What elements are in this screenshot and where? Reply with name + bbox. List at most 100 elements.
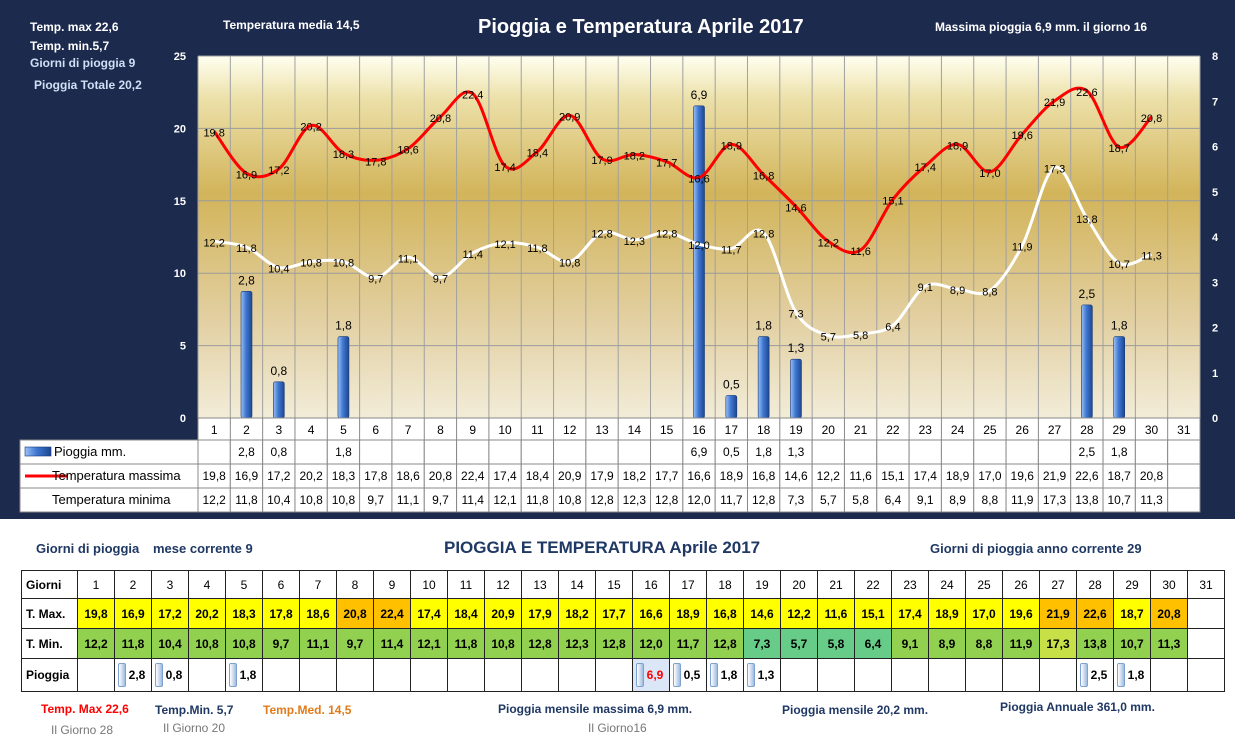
table-value: 19,6 <box>1011 469 1035 483</box>
x-tick-label: 28 <box>1080 423 1094 437</box>
table-value: 12,2 <box>817 469 841 483</box>
table-cell <box>843 439 878 465</box>
table-cell <box>854 658 892 692</box>
table-cell: 2 <box>114 570 152 599</box>
table-cell <box>746 487 781 513</box>
table-cell <box>1070 439 1104 465</box>
rain-bar <box>757 336 770 419</box>
table-cell: 11,1 <box>299 628 337 659</box>
table-cell <box>520 487 555 513</box>
table-value: 12,2 <box>202 493 226 507</box>
tmax-point-label: 17,0 <box>979 168 1000 180</box>
table-cell: 6,4 <box>854 628 892 659</box>
tmax-point-label: 19,8 <box>203 127 224 139</box>
rain-value: 2,8 <box>128 668 146 682</box>
table-cell: 17,4 <box>410 598 448 629</box>
header-giorni-pioggia: Giorni di pioggia 9 <box>30 56 136 70</box>
table-value: 17,8 <box>364 469 388 483</box>
table-cell: 9,1 <box>891 628 929 659</box>
table-cell <box>197 487 231 513</box>
table-value: 5,7 <box>820 493 837 507</box>
tmin-point-label: 6,4 <box>885 321 900 333</box>
header-temperatura-media: Temperatura media 14,5 <box>223 18 360 32</box>
right-tick-label: 3 <box>1212 277 1218 289</box>
tmin-point-label: 8,8 <box>982 287 997 299</box>
table-cell <box>1187 628 1225 659</box>
rain-value: 1,8 <box>720 668 738 682</box>
tmax-point-label: 17,4 <box>494 162 515 174</box>
header-temp-min: Temp. min.5,7 <box>30 39 110 53</box>
tmax-point-label: 16,8 <box>753 171 774 183</box>
left-tick-label: 10 <box>174 268 186 280</box>
table-cell <box>410 658 448 692</box>
table-cell: 9,7 <box>336 628 374 659</box>
tmax-point-label: 20,9 <box>559 111 580 123</box>
table-cell: 24 <box>928 570 966 599</box>
table-cell: 10,7 <box>1113 628 1151 659</box>
table-cell: 11,8 <box>447 628 485 659</box>
table-cell: 11,8 <box>114 628 152 659</box>
table-cell: 19,6 <box>1002 598 1040 629</box>
table-cell <box>1187 658 1225 692</box>
table-value: 1,8 <box>755 445 772 459</box>
table-cell: 7 <box>299 570 337 599</box>
right-tick-label: 5 <box>1212 187 1218 199</box>
x-tick-label: 27 <box>1048 423 1062 437</box>
x-tick-label: 14 <box>628 423 642 437</box>
rain-value: 2,5 <box>1090 668 1108 682</box>
tmax-point-label: 20,8 <box>430 113 451 125</box>
header-pioggia-totale: Pioggia Totale 20,2 <box>34 78 142 92</box>
table-cell <box>359 439 393 465</box>
table-cell: 4 <box>188 570 226 599</box>
table-cell <box>188 658 226 692</box>
tmin-point-label: 10,8 <box>333 258 354 270</box>
table-row: T. Max. 19,8 16,9 17,2 20,2 18,3 17,8 18,6 20,8 2… <box>21 598 1225 629</box>
table-value: 18,2 <box>623 469 647 483</box>
table-cell: 30 <box>1150 570 1188 599</box>
table-cell <box>908 463 942 489</box>
rain-marker <box>1117 663 1125 687</box>
table-cell: 17 <box>669 570 707 599</box>
table-cell: 29 <box>1113 570 1151 599</box>
chart-svg: 2,80,81,86,90,51,81,32,51,819,816,9 17,22… <box>19 51 1219 513</box>
table-value: 11,8 <box>235 493 258 507</box>
table-cell: 17,2 <box>151 598 189 629</box>
table-cell: 8 <box>336 570 374 599</box>
table-cell <box>585 487 619 513</box>
rain-bar <box>790 358 802 419</box>
table-value: 18,9 <box>946 469 970 483</box>
table-cell <box>1037 439 1072 465</box>
left-tick-label: 15 <box>174 196 186 208</box>
tmin-point-label: 12,8 <box>591 229 612 241</box>
tmin-point-label: 11,4 <box>462 249 483 261</box>
x-tick-label: 10 <box>498 423 512 437</box>
tmax-point-label: 16,6 <box>688 174 709 186</box>
table-cell: 18,2 <box>558 598 596 629</box>
table-cell <box>484 658 522 692</box>
rain-marker <box>710 663 718 687</box>
tmin-point-label: 10,8 <box>559 258 580 270</box>
table-value: 18,4 <box>526 469 550 483</box>
rain-bar <box>1081 304 1093 419</box>
table-cell: 17,7 <box>595 598 633 629</box>
table-cell <box>779 463 813 489</box>
tmin-point-label: 11,9 <box>1012 242 1033 254</box>
table-value: 10,8 <box>558 493 582 507</box>
table-cell: 11,6 <box>817 598 855 629</box>
table-cell <box>940 487 975 513</box>
table-cell: 10 <box>410 570 448 599</box>
table-value: 12,3 <box>623 493 647 507</box>
tmin-point-label: 9,7 <box>368 274 383 286</box>
tmax-line <box>212 86 1153 255</box>
table-cell <box>908 439 942 465</box>
table-value: 17,3 <box>1043 493 1067 507</box>
table-cell: 5,8 <box>817 628 855 659</box>
table-cell: 27 <box>1039 570 1077 599</box>
rain-value: 0,5 <box>683 668 701 682</box>
table-value: 22,4 <box>461 469 485 483</box>
tmax-point-label: 20,8 <box>1141 113 1162 125</box>
x-tick-label: 12 <box>563 423 577 437</box>
table-cell <box>229 487 264 513</box>
tmin-point-label: 13,8 <box>1076 214 1097 226</box>
x-tick-label: 20 <box>822 423 836 437</box>
